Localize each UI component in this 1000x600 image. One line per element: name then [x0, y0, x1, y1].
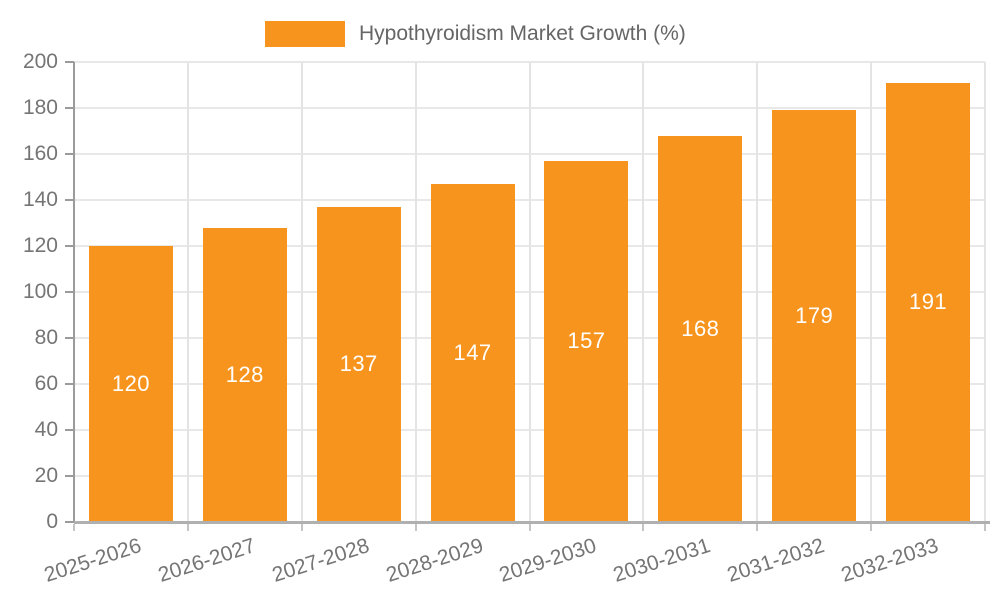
y-tick-label: 180 [22, 96, 58, 119]
y-tick-label: 140 [22, 188, 58, 211]
x-axis-tick [528, 524, 531, 531]
y-tick-label: 200 [22, 50, 58, 73]
y-axis-tick [65, 107, 74, 109]
y-axis-tick [65, 475, 74, 477]
legend-label: Hypothyroidism Market Growth (%) [359, 22, 686, 45]
bar: 191 [886, 82, 971, 522]
x-axis-tick [300, 524, 303, 531]
x-axis-tick [756, 524, 759, 531]
bar-value-label: 179 [795, 303, 834, 329]
y-tick-label: 20 [34, 464, 58, 487]
y-axis-line [73, 62, 75, 523]
y-axis-tick [65, 153, 74, 155]
y-tick-label: 100 [22, 280, 58, 303]
x-axis-tick [642, 524, 645, 531]
y-tick-label: 120 [22, 234, 58, 257]
gridline-vertical [984, 62, 986, 522]
bar: 128 [202, 227, 287, 522]
legend[interactable]: Hypothyroidism Market Growth (%) [265, 21, 686, 47]
bar-value-label: 120 [111, 371, 151, 396]
y-axis-tick [65, 199, 74, 201]
bar-value-label: 157 [567, 328, 606, 354]
bar: 137 [316, 206, 401, 522]
bar: 147 [430, 183, 515, 522]
x-axis-line [74, 521, 990, 524]
bar: 179 [772, 110, 857, 522]
y-tick-label: 40 [34, 418, 58, 441]
x-axis-tick [870, 524, 873, 531]
x-axis-tick [73, 524, 75, 531]
x-axis-tick [414, 524, 417, 531]
bar-value-label: 128 [225, 361, 264, 387]
y-axis-tick [65, 383, 74, 385]
gridline-vertical [528, 62, 531, 522]
bar-value-label: 168 [681, 315, 720, 341]
bar: 120 [88, 246, 173, 522]
gridline-vertical [642, 62, 645, 522]
y-axis-tick [65, 521, 74, 523]
x-axis-tick [186, 524, 189, 531]
bar-value-label: 137 [339, 351, 378, 377]
y-axis-tick [65, 245, 74, 247]
bar: 157 [544, 160, 629, 522]
y-tick-label: 60 [34, 372, 58, 395]
gridline-vertical [300, 62, 303, 522]
gridline-vertical [186, 62, 189, 522]
plot-area: 120 128 137 147 157 168 179 191 [74, 61, 986, 522]
y-axis-tick [65, 337, 74, 339]
y-axis-tick [65, 61, 74, 63]
y-axis-tick [65, 429, 74, 431]
legend-swatch-icon [265, 21, 345, 47]
gridline-vertical [870, 62, 873, 522]
bar-value-label: 191 [908, 289, 948, 315]
y-tick-label: 0 [46, 510, 58, 533]
gridline-vertical [756, 62, 759, 522]
y-tick-label: 80 [34, 326, 58, 349]
y-axis-tick [65, 291, 74, 293]
bar: 168 [658, 135, 743, 522]
gridline-vertical [414, 62, 417, 522]
y-tick-label: 160 [22, 142, 58, 165]
x-axis-tick [984, 524, 986, 531]
bar-value-label: 147 [453, 339, 492, 365]
